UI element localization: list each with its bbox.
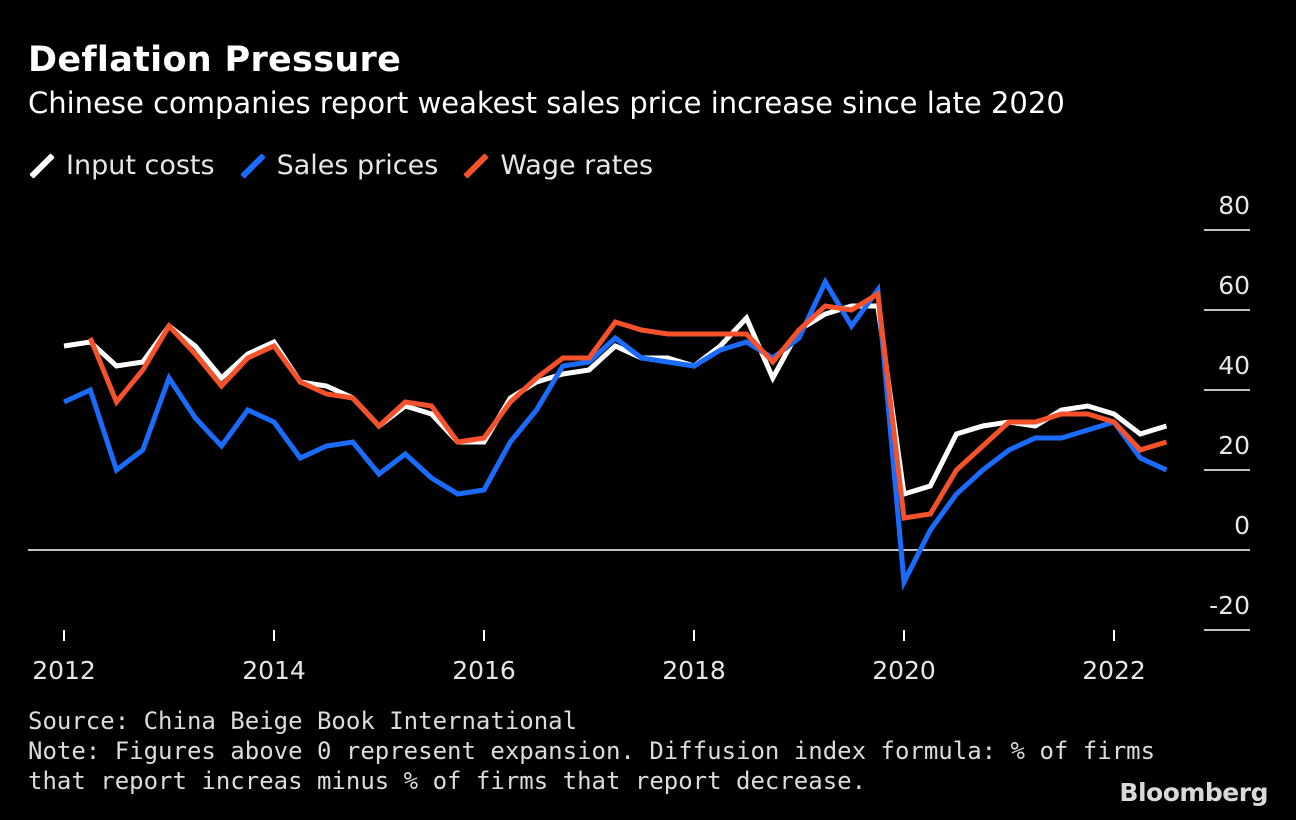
y-tick-label-80: 80 bbox=[1218, 191, 1250, 220]
legend-label-input-costs: Input costs bbox=[66, 150, 215, 181]
source-note: Source: China Beige Book International bbox=[28, 707, 578, 735]
legend-item-sales-prices: Sales prices bbox=[239, 150, 439, 181]
chart-subtitle: Chinese companies report weakest sales p… bbox=[28, 86, 1065, 120]
legend-item-wage-rates: Wage rates bbox=[462, 150, 653, 181]
y-tick-label-0: 0 bbox=[1234, 511, 1250, 540]
x-tick-label-2014: 2014 bbox=[242, 656, 306, 685]
y-tick-label-20: 20 bbox=[1218, 431, 1250, 460]
formula-note-line-2: that report increas minus % of firms tha… bbox=[28, 767, 867, 795]
x-tick-label-2022: 2022 bbox=[1082, 656, 1146, 685]
x-tick-label-2016: 2016 bbox=[452, 656, 516, 685]
chart-title: Deflation Pressure bbox=[28, 40, 402, 80]
series-line-input-costs bbox=[63, 303, 1168, 498]
legend-item-input-costs: Input costs bbox=[28, 150, 215, 181]
formula-note-line-1: Note: Figures above 0 represent expansio… bbox=[28, 737, 1156, 765]
series-line-wage-rates bbox=[87, 289, 1168, 521]
x-tick-label-2020: 2020 bbox=[872, 656, 936, 685]
series-line-sales-prices bbox=[62, 276, 1168, 591]
x-tick-label-2012: 2012 bbox=[32, 656, 96, 685]
bloomberg-logo: Bloomberg bbox=[1119, 778, 1268, 807]
chart-footer: Source: China Beige Book International N… bbox=[28, 706, 1155, 796]
legend-label-wage-rates: Wage rates bbox=[500, 150, 654, 181]
legend-label-sales-prices: Sales prices bbox=[276, 150, 439, 181]
chart-legend: Input costs Sales prices Wage rates bbox=[28, 150, 653, 181]
y-tick-label--20: -20 bbox=[1209, 591, 1250, 620]
y-tick-label-40: 40 bbox=[1218, 351, 1250, 380]
x-tick-label-2018: 2018 bbox=[662, 656, 726, 685]
y-tick-label-60: 60 bbox=[1218, 271, 1250, 300]
